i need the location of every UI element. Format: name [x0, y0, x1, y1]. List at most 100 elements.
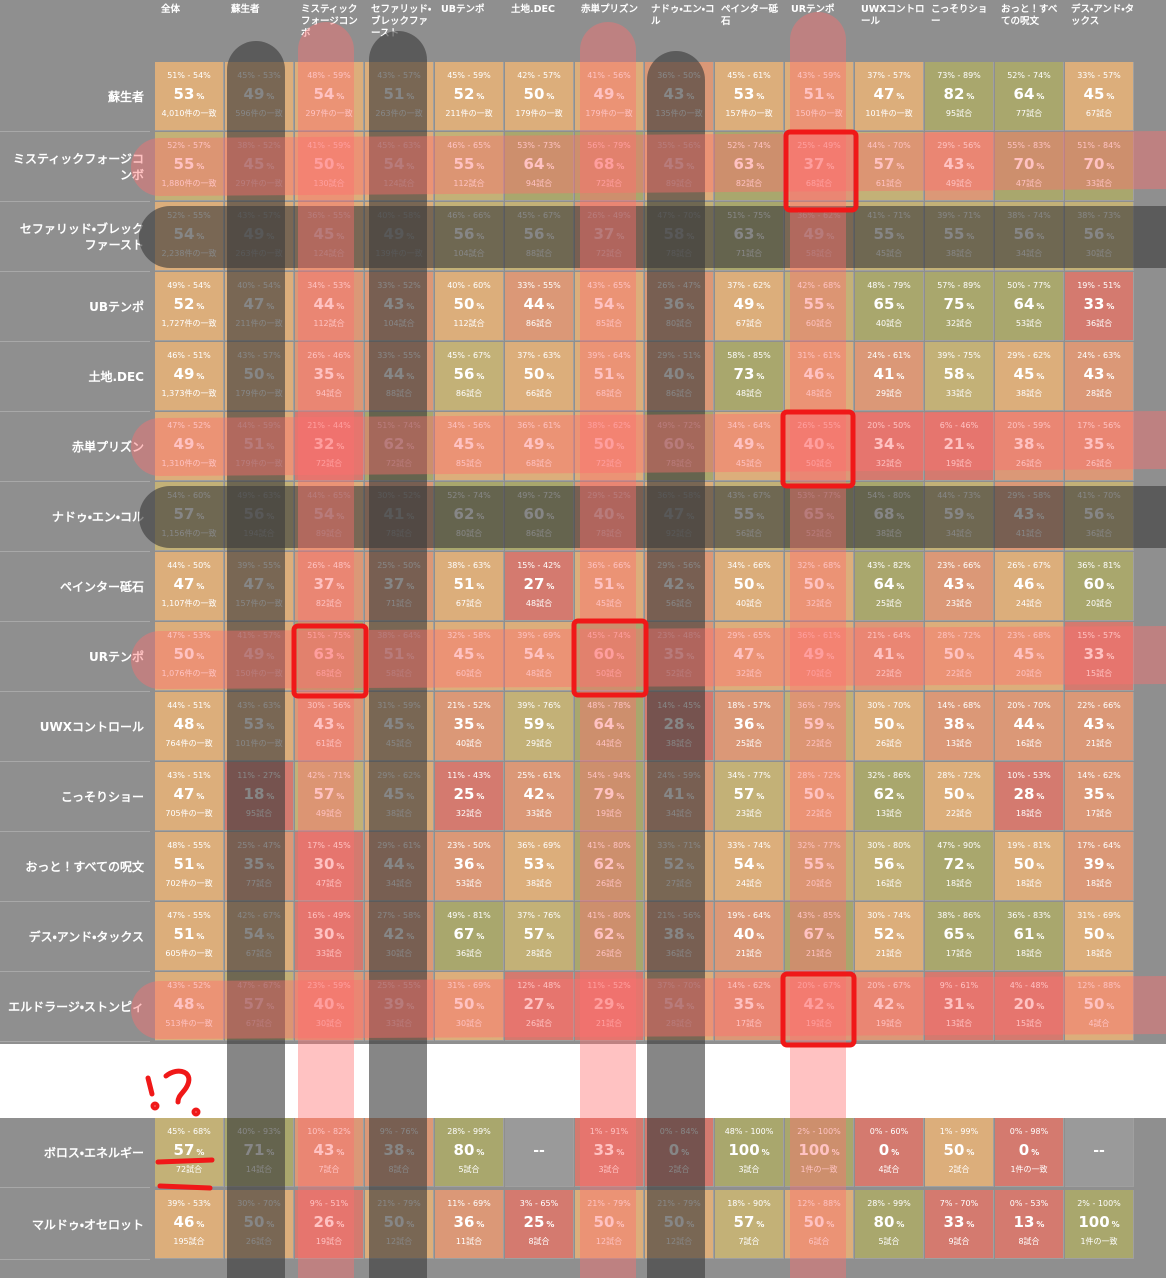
win-range: 1% - 99% [939, 1127, 979, 1136]
matchup-cell: 38% - 74% 56% 34試合 [995, 202, 1064, 271]
matchup-cell: 40% - 93% 71% 14試合 [225, 1118, 294, 1187]
win-rate-number: 46 [1013, 575, 1035, 593]
match-count: 605件の一致 [165, 949, 213, 958]
win-rate: 45% [435, 645, 503, 663]
win-range: 28% - 72% [937, 631, 981, 640]
win-range: 20% - 70% [1007, 701, 1051, 710]
matchup-cell: 48% - 59% 54% 297件の一致 [295, 62, 364, 131]
win-rate-number: 57 [523, 925, 545, 943]
match-count: 19試合 [315, 1237, 343, 1246]
win-range: 29% - 62% [377, 771, 421, 780]
win-rate: 55% [155, 155, 223, 173]
win-range: 17% - 56% [1077, 421, 1121, 430]
matchup-cell: 39% - 55% 47% 157件の一致 [225, 552, 294, 621]
win-rate-unit: % [196, 792, 205, 801]
win-rate-unit: % [266, 372, 275, 381]
matchup-cell: 36% - 69% 53% 38試合 [505, 832, 574, 901]
win-rate: 50% [505, 85, 573, 103]
win-rate-number: 45 [1013, 365, 1035, 383]
matchup-cell: 32% - 86% 62% 13試合 [855, 762, 924, 831]
win-rate-unit: % [826, 512, 835, 521]
win-rate-number: 49 [243, 85, 265, 103]
win-rate-unit: % [1036, 372, 1045, 381]
matchup-cell: 19% - 64% 40% 21試合 [715, 902, 784, 971]
win-range: 33% - 71% [657, 841, 701, 850]
match-count: 38試合 [665, 739, 693, 748]
match-count: 17試合 [945, 949, 973, 958]
win-rate-unit: % [896, 1002, 905, 1011]
matchup-cell: 11% - 43% 25% 32試合 [435, 762, 504, 831]
win-rate-unit: % [266, 582, 275, 591]
win-rate-number: 50 [243, 1213, 265, 1231]
match-count: 18試合 [1015, 949, 1043, 958]
win-rate: 53% [505, 855, 573, 873]
win-rate-number: 58 [943, 365, 965, 383]
win-rate-number: 20 [1013, 995, 1035, 1013]
win-rate-unit: % [196, 1148, 205, 1157]
matchup-cell: 21% - 44% 32% 72試合 [295, 412, 364, 481]
column-header: 土地.DEC [511, 4, 555, 15]
matchup-cell: 14% - 45% 28% 38試合 [645, 692, 714, 761]
matchup-cell: 25% - 47% 35% 77試合 [225, 832, 294, 901]
matchup-cell: 28% - 72% 50% 22試合 [925, 622, 994, 691]
win-rate: 82% [925, 85, 993, 103]
win-range: 35% - 56% [657, 141, 701, 150]
win-rate: 67% [785, 925, 853, 943]
win-range: 30% - 70% [237, 1199, 281, 1208]
match-count: 21試合 [595, 1019, 623, 1028]
win-rate-unit: % [756, 932, 765, 941]
win-rate: 68% [575, 155, 643, 173]
matchup-cell: 34% - 64% 49% 45試合 [715, 412, 784, 481]
matchup-cell: 21% - 79% 50% 12試合 [365, 1190, 434, 1259]
win-rate-number: 27 [523, 995, 545, 1013]
win-rate-number: 25 [523, 1213, 545, 1231]
win-range: 0% - 53% [1009, 1199, 1049, 1208]
win-range: 46% - 65% [447, 141, 491, 150]
matchup-cell: 14% - 68% 38% 13試合 [925, 692, 994, 761]
win-rate-unit: % [196, 862, 205, 871]
win-range: 21% - 79% [377, 1199, 421, 1208]
win-range: 12% - 48% [517, 981, 561, 990]
win-rate-number: 42 [803, 995, 825, 1013]
win-rate-number: 56 [1013, 225, 1035, 243]
matchup-cell: 36% - 58% 47% 92試合 [645, 482, 714, 551]
column-header: UBテンポ [441, 4, 485, 15]
win-rate-unit: % [966, 652, 975, 661]
matchup-cell: 20% - 70% 44% 16試合 [995, 692, 1064, 761]
win-rate: 62% [855, 785, 923, 803]
win-rate-unit: % [896, 582, 905, 591]
matchup-cell: 54% - 60% 57% 1,156件の一致 [155, 482, 224, 551]
win-rate: 54% [365, 155, 433, 173]
match-count: 3試合 [738, 1165, 760, 1174]
matchup-cell: 37% - 76% 57% 28試合 [505, 902, 574, 971]
match-count: 50試合 [805, 459, 833, 468]
win-rate-unit: % [406, 1002, 415, 1011]
row-label: ミスティックフォージコンボ [0, 132, 150, 202]
win-rate: 35% [645, 645, 713, 663]
match-count: 85試合 [595, 319, 623, 328]
win-rate-unit: % [546, 302, 555, 311]
match-count: 26試合 [595, 949, 623, 958]
win-rate-number: 54 [173, 225, 195, 243]
win-range: 33% - 55% [377, 351, 421, 360]
win-range: 43% - 57% [377, 71, 421, 80]
win-rate-unit: % [826, 1002, 835, 1011]
win-rate: 35% [1065, 435, 1133, 453]
match-count: 48試合 [735, 389, 763, 398]
win-rate-number: 53 [243, 715, 265, 733]
win-rate-number: 57 [243, 995, 265, 1013]
matchup-cell: 20% - 67% 42% 19試合 [785, 972, 854, 1041]
match-count: 22試合 [805, 739, 833, 748]
win-rate: 100% [785, 1141, 853, 1159]
win-rate: 44% [365, 365, 433, 383]
match-count: 58試合 [385, 669, 413, 678]
win-rate-unit: % [476, 582, 485, 591]
win-rate: 53% [225, 715, 293, 733]
matchup-cell: 24% - 63% 43% 28試合 [1065, 342, 1134, 411]
win-rate-number: 35 [313, 365, 335, 383]
win-rate: 70% [1065, 155, 1133, 173]
win-rate-unit: % [196, 1220, 205, 1229]
win-rate: 49% [785, 225, 853, 243]
matchup-cell: 39% - 64% 51% 68試合 [575, 342, 644, 411]
match-count: 211件の一致 [445, 109, 493, 118]
